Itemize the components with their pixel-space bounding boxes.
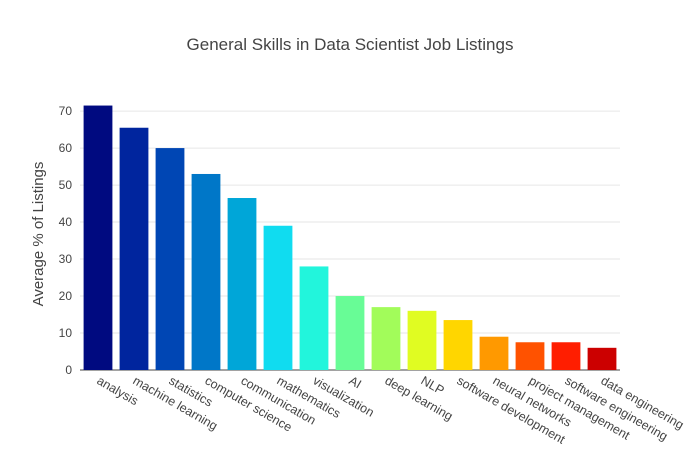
bar-data-engineering xyxy=(587,347,617,370)
bar-deep-learning xyxy=(371,307,401,370)
bar-machine-learning xyxy=(119,127,149,371)
x-tick-label: AI xyxy=(347,373,364,391)
x-tick-label: deep learning xyxy=(383,373,456,423)
y-tick-label: 70 xyxy=(59,104,73,118)
y-tick-label: 30 xyxy=(59,252,73,266)
bar-project-management xyxy=(515,342,545,370)
y-axis-label: Average % of Listings xyxy=(30,162,47,307)
bar-analysis xyxy=(83,105,113,370)
bar-software-engineering xyxy=(551,342,581,370)
bar-nlp xyxy=(407,310,437,370)
chart-title: General Skills in Data Scientist Job Lis… xyxy=(187,35,514,54)
bar-visualization xyxy=(299,266,329,370)
bar-software-development xyxy=(443,320,473,370)
y-tick-label: 0 xyxy=(65,363,72,377)
bar-statistics xyxy=(155,148,185,370)
bar-communication xyxy=(227,198,257,370)
bar-ai xyxy=(335,296,365,370)
y-tick-label: 50 xyxy=(59,178,73,192)
y-axis-ticks: 0 10 20 30 40 50 60 70 xyxy=(59,104,73,377)
bars xyxy=(83,105,617,371)
bar-mathematics xyxy=(263,225,293,370)
bar-computer-science xyxy=(191,173,221,370)
y-tick-label: 20 xyxy=(59,289,73,303)
y-tick-label: 10 xyxy=(59,326,73,340)
bar-neural-networks xyxy=(479,336,509,370)
y-tick-label: 60 xyxy=(59,141,73,155)
y-tick-label: 40 xyxy=(59,215,73,229)
